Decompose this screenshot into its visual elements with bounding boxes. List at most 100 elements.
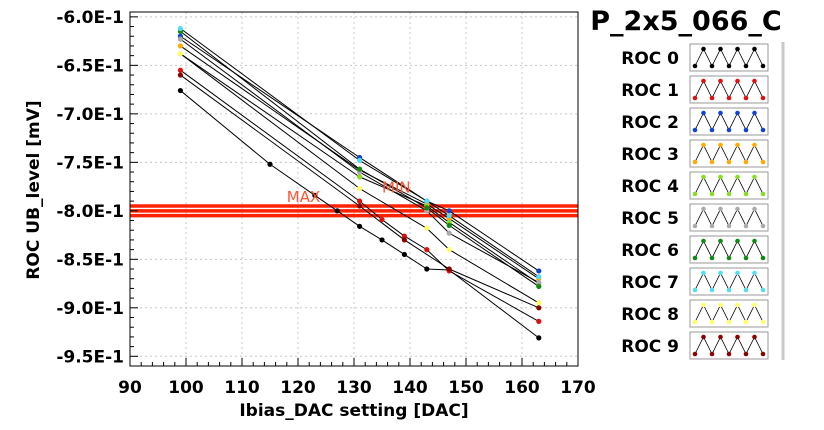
legend-swatch-marker — [718, 174, 723, 180]
x-tick-label: 160 — [504, 378, 540, 398]
legend-swatch-marker — [752, 302, 757, 308]
legend-swatch-marker — [760, 351, 766, 357]
x-tick-label: 100 — [168, 378, 204, 398]
legend-swatch-marker — [760, 63, 766, 69]
legend-swatch-marker — [718, 142, 723, 148]
y-tick-label: -9.0E-1 — [56, 299, 124, 319]
legend-swatch-marker — [760, 255, 766, 261]
legend-swatch-marker — [692, 191, 698, 197]
legend-swatch-marker — [701, 302, 706, 308]
legend-swatch-marker — [726, 63, 732, 69]
legend-swatch-marker — [760, 191, 766, 197]
data-point — [379, 237, 385, 243]
legend-swatch-marker — [692, 63, 698, 69]
legend-swatch-marker — [752, 142, 757, 148]
series-line-segment — [336, 210, 360, 227]
legend-swatch-marker — [743, 351, 749, 357]
series-line-segment — [180, 35, 360, 158]
legend-swatch-marker — [701, 174, 706, 180]
legend-swatch-marker — [701, 142, 706, 148]
threshold-lines — [130, 204, 578, 218]
legend-swatch-marker — [760, 287, 766, 293]
legend-swatch-marker — [692, 255, 698, 261]
legend-swatch-marker — [760, 223, 766, 229]
data-point — [424, 266, 430, 272]
series-line-segment — [448, 224, 540, 287]
legend-swatch-marker — [735, 334, 740, 340]
series-line-segment — [448, 249, 540, 304]
data-point — [536, 279, 542, 286]
legend-label: ROC 2 — [621, 113, 679, 133]
x-tick-label: 90 — [118, 378, 142, 398]
series-line-segment — [448, 232, 540, 284]
series-line-segment — [404, 235, 428, 251]
legend-swatch-marker — [752, 206, 757, 212]
legend-swatch-marker — [743, 95, 749, 101]
series-line-segment — [426, 203, 450, 220]
series-line-segment — [314, 194, 338, 212]
data-point — [401, 233, 407, 239]
legend-swatch-marker — [709, 287, 715, 293]
x-tick-label: 120 — [280, 378, 316, 398]
series-line-segment — [269, 163, 316, 196]
data-point — [401, 251, 407, 258]
data-point — [177, 67, 183, 73]
annotation-label: MIN — [382, 178, 411, 196]
legend-swatch-marker — [760, 127, 766, 133]
data-point — [357, 223, 363, 229]
series-line-segment — [426, 205, 450, 223]
data-point — [379, 216, 385, 223]
legend-swatch-marker — [743, 255, 749, 261]
data-point — [536, 318, 542, 324]
series-lines — [180, 28, 540, 339]
series-line-segment — [381, 239, 405, 255]
legend-swatch-marker — [752, 270, 757, 276]
x-tick-label: 170 — [560, 378, 596, 398]
legend-swatch-marker — [726, 255, 732, 261]
legend-swatch-marker — [743, 191, 749, 197]
legend-swatch-marker — [701, 46, 706, 52]
series-line-segment — [359, 225, 383, 241]
data-point — [357, 157, 363, 163]
y-axis: -6.0E-1 -6.5E-1 -7.0E-1 -7.5E-1 -8.0E-1 -8.5E… — [56, 8, 138, 367]
legend-swatch-marker — [735, 142, 740, 148]
legend-label: ROC 1 — [621, 81, 679, 101]
legend-label: ROC 6 — [621, 241, 679, 261]
legend-swatch-marker — [718, 334, 723, 340]
legend-swatch-marker — [752, 334, 757, 340]
y-tick-label: -7.0E-1 — [56, 105, 124, 125]
legend-swatch-marker — [752, 46, 757, 52]
legend-swatch-marker — [760, 159, 766, 165]
series-line-segment — [180, 53, 360, 178]
series-line-segment — [448, 218, 540, 280]
y-axis-title: ROC UB_level [mV] — [24, 100, 44, 279]
data-point — [267, 161, 273, 167]
legend-swatch-marker — [692, 159, 698, 165]
legend-swatch-marker — [752, 78, 757, 84]
series-line-segment — [426, 200, 450, 217]
data-point — [357, 185, 363, 192]
legend-swatch-marker — [735, 270, 740, 276]
legend-swatch-marker — [743, 287, 749, 293]
series-line-segment — [359, 159, 428, 202]
legend-swatch-marker — [718, 238, 723, 244]
data-point — [177, 51, 183, 57]
series-line-segment — [180, 74, 360, 207]
legend-swatch-marker — [701, 78, 706, 84]
legend-swatch-marker — [718, 78, 723, 84]
legend-swatch-marker — [692, 351, 698, 357]
legend-swatch-marker — [726, 351, 732, 357]
data-point — [536, 274, 542, 280]
data-point — [446, 213, 452, 219]
legend-swatch-marker — [726, 223, 732, 229]
legend-swatch-marker — [709, 63, 715, 69]
legend-swatch-marker — [701, 270, 706, 276]
series-line-segment — [180, 31, 360, 170]
legend-swatch-marker — [726, 191, 732, 197]
data-point — [536, 268, 542, 274]
legend-label: ROC 8 — [621, 305, 679, 325]
legend-swatch-marker — [701, 206, 706, 212]
legend-swatch-marker — [701, 110, 706, 116]
data-point — [334, 208, 340, 214]
